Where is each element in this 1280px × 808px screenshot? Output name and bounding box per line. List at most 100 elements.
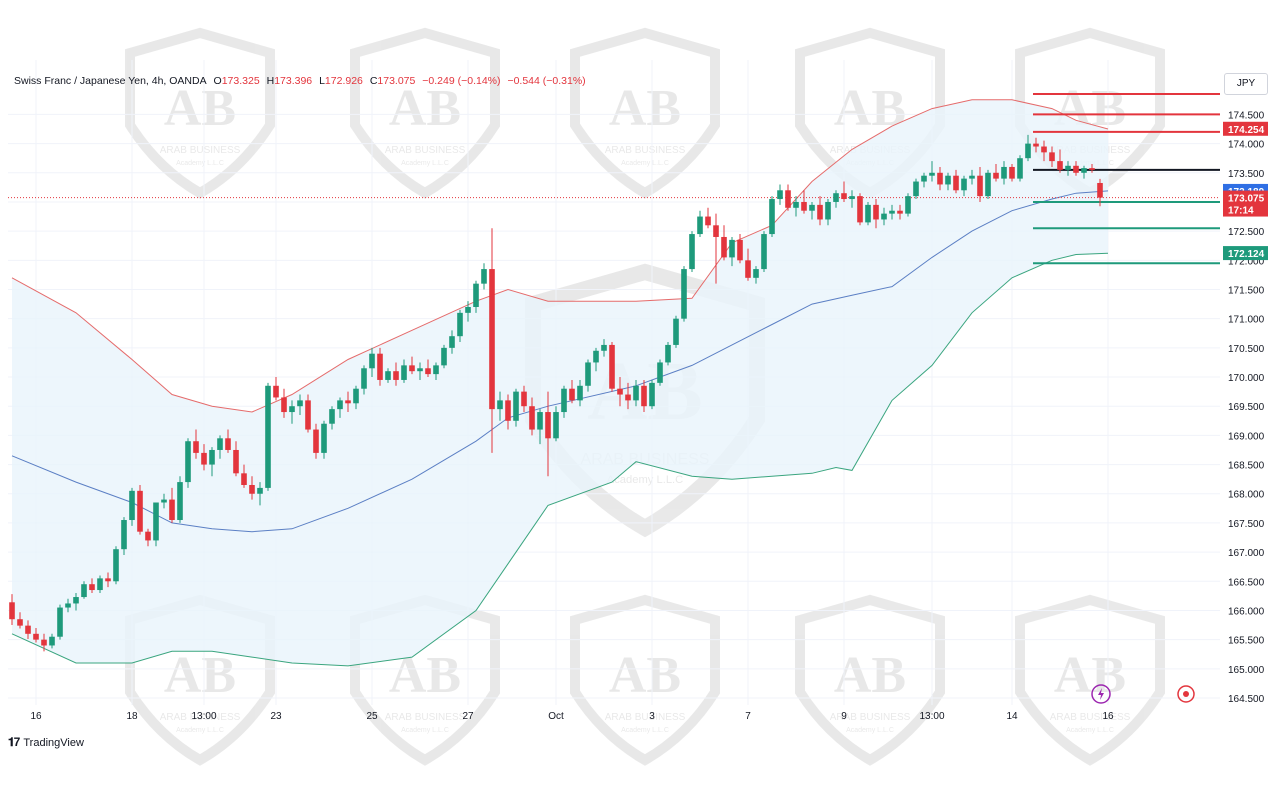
candle — [569, 379, 575, 404]
y-tick-label: 171.000 — [1228, 315, 1265, 326]
candle — [305, 394, 311, 433]
candle — [793, 196, 799, 217]
x-tick-label: 3 — [649, 711, 655, 722]
candle — [921, 172, 927, 188]
watermark-subtext: Academy L.L.C — [846, 727, 894, 734]
candle — [649, 379, 655, 410]
candle-body — [321, 423, 327, 453]
lightning-icon[interactable] — [1090, 683, 1112, 705]
candle — [929, 161, 935, 182]
candle — [1073, 161, 1079, 176]
candle — [361, 365, 367, 395]
candle-body — [1049, 152, 1055, 162]
candle — [633, 379, 639, 407]
candle-body — [521, 391, 527, 407]
candle — [617, 377, 623, 407]
y-tick-label: 174.500 — [1228, 110, 1265, 121]
candle-body — [385, 371, 391, 380]
candle-body — [393, 371, 399, 380]
candle-body — [905, 196, 911, 214]
candle-body — [569, 388, 575, 401]
candle-body — [817, 204, 823, 220]
candle-body — [113, 549, 119, 582]
candle-body — [873, 204, 879, 220]
candle-body — [617, 388, 623, 395]
candle — [761, 231, 767, 272]
price-axis: 164.500 165.000 165.500 166.000 166.500 167.0… — [1228, 110, 1265, 705]
candle-body — [865, 204, 871, 223]
candle — [153, 502, 159, 547]
x-tick-label: 13:00 — [191, 711, 216, 722]
candle-body — [577, 385, 583, 401]
candle — [385, 368, 391, 383]
open-value: 173.325 — [221, 75, 260, 87]
watermark-shield-icon — [125, 27, 275, 199]
candle — [865, 201, 871, 226]
y-tick-label: 168.000 — [1228, 490, 1265, 501]
y-tick-label: 166.500 — [1228, 577, 1265, 588]
candle — [65, 598, 71, 613]
candle — [401, 359, 407, 383]
tradingview-logo[interactable]: 𝟏7 TradingView — [8, 735, 84, 750]
candle — [721, 225, 727, 261]
x-tick-label: 25 — [366, 711, 378, 722]
candle — [201, 444, 207, 471]
candle-body — [137, 490, 143, 532]
candle-body — [889, 210, 895, 214]
candle — [185, 438, 191, 488]
candle-body — [361, 368, 367, 389]
candle-body — [513, 391, 519, 421]
candle — [713, 213, 719, 284]
candle-body — [937, 172, 943, 185]
candle — [329, 406, 335, 430]
candle — [681, 266, 687, 322]
candle — [41, 633, 47, 652]
candle-body — [553, 412, 559, 439]
candle-body — [497, 400, 503, 410]
candle — [121, 517, 127, 556]
candle-body — [185, 441, 191, 483]
y-tick-label: 174.000 — [1228, 140, 1265, 151]
candle-body — [505, 400, 511, 421]
candle — [961, 175, 967, 197]
candle — [697, 210, 703, 237]
candle-body — [753, 269, 759, 278]
candle-body — [849, 196, 855, 200]
x-tick-label: Oct — [548, 711, 564, 722]
candle — [497, 391, 503, 421]
y-tick-label: 167.000 — [1228, 548, 1265, 559]
candle-body — [433, 365, 439, 375]
candle — [449, 330, 455, 354]
candle-body — [601, 344, 607, 351]
currency-button[interactable]: JPY — [1224, 73, 1268, 95]
candle-body — [689, 234, 695, 270]
candle-body — [9, 602, 15, 620]
candle-body — [633, 385, 639, 401]
candle-body — [409, 365, 415, 372]
watermark-text: ARAB BUSINESS — [385, 145, 466, 156]
candle-body — [265, 385, 271, 488]
candle-body — [1081, 168, 1087, 173]
candle-body — [193, 441, 199, 453]
candle-body — [297, 400, 303, 407]
candles-layer — [9, 134, 1103, 652]
change-value-2: −0.544 (−0.31%) — [507, 75, 586, 87]
y-tick-label: 166.000 — [1228, 606, 1265, 617]
y-tick-label: 170.500 — [1228, 344, 1265, 355]
candle-body — [201, 452, 207, 465]
candle — [465, 301, 471, 322]
candle-body — [121, 520, 127, 550]
candle-body — [377, 353, 383, 380]
candle-body — [785, 190, 791, 208]
lower-band-line — [11, 252, 1109, 667]
price-label-text: 17:14 — [1228, 206, 1254, 217]
candle-body — [169, 499, 175, 521]
candle-body — [353, 388, 359, 404]
candle — [265, 382, 271, 491]
target-icon[interactable] — [1175, 683, 1197, 705]
watermark-shield-icon — [570, 27, 720, 199]
candle — [561, 385, 567, 418]
